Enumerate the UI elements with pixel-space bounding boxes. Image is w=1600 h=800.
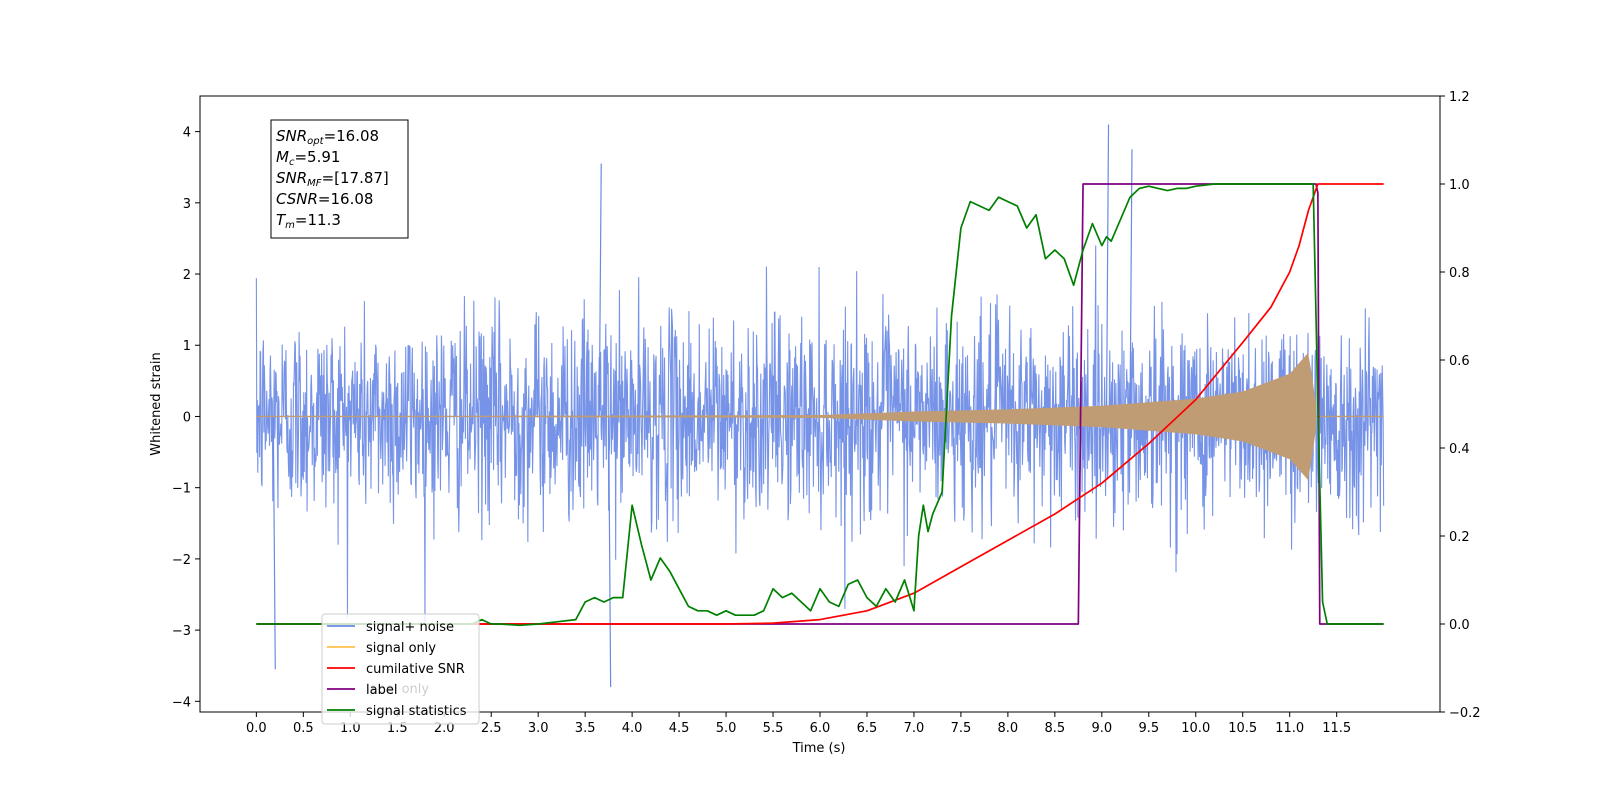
right-y-tick-label: 0.0: [1449, 618, 1470, 633]
annotation-line: Mc=5.91: [276, 148, 340, 168]
annotation-value: =11.3: [295, 211, 341, 229]
annotation-subscript: opt: [307, 136, 324, 147]
legend-entry-label: signal+ noise: [366, 620, 454, 635]
right-y-tick-label: 0.4: [1449, 442, 1470, 457]
left-y-tick-label: −2: [172, 553, 191, 568]
left-y-tick-label: −1: [172, 482, 191, 497]
annotation-value: =[17.87]: [322, 169, 389, 187]
annotation-value: =16.08: [324, 127, 380, 145]
x-tick-label: 6.5: [857, 721, 878, 736]
x-tick-label: 11.5: [1322, 721, 1351, 736]
annotation-symbol: M: [276, 148, 289, 166]
legend-entry-label: signal only: [366, 641, 436, 656]
x-tick-label: 4.5: [669, 721, 690, 736]
noise-peak-2: [1129, 149, 1133, 417]
legend-frame: [321, 613, 480, 725]
annotation-symbol: T: [276, 211, 287, 229]
left-y-axis: −4 −3 −2 −1 0 1 2 3 4: [172, 126, 200, 710]
noise-peak-1: [608, 416, 612, 688]
x-tick-label: 2.0: [434, 721, 455, 736]
x-tick-label: 0.5: [293, 721, 314, 736]
x-tick-label: 3.0: [528, 721, 549, 736]
x-tick-label: 11.0: [1275, 721, 1304, 736]
left-y-tick-label: 3: [183, 197, 191, 212]
right-y-tick-label: 0.6: [1449, 354, 1470, 369]
x-tick-label: 9.5: [1138, 721, 1159, 736]
metrics-annotation-box: SNRopt=16.08Mc=5.91SNRMF=[17.87]CSNR=16.…: [270, 119, 409, 239]
annotation-subscript: m: [285, 220, 295, 231]
x-tick-label: 5.0: [716, 721, 737, 736]
annotation-value: =5.91: [294, 148, 340, 166]
left-y-tick-label: −4: [172, 695, 191, 710]
x-tick-label: 1.0: [340, 721, 361, 736]
plot-area: [255, 124, 1385, 688]
right-y-tick-label: 1.2: [1449, 90, 1470, 105]
left-y-tick-label: 2: [183, 268, 191, 283]
annotation-subscript: c: [289, 157, 295, 168]
x-tick-label: 1.5: [387, 721, 408, 736]
x-tick-label: 6.0: [810, 721, 831, 736]
annotation-line: Tm=11.3: [276, 211, 341, 231]
annotation-symbol: CSNR: [276, 190, 318, 208]
legend-obscured-label: label only: [366, 682, 429, 697]
x-tick-label: 2.5: [481, 721, 502, 736]
annotation-symbol: SNR: [276, 169, 307, 187]
legend: label only signal+ noise signal only cumila…: [321, 613, 480, 725]
noise-peak-3: [598, 163, 602, 417]
x-tick-label: 7.5: [951, 721, 972, 736]
annotation-frame: [270, 119, 409, 239]
annotation-symbol: SNR: [276, 127, 307, 145]
annotation-line: CSNR=16.08: [276, 190, 373, 208]
right-y-tick-label: 0.8: [1449, 266, 1470, 281]
annotation-value: =16.08: [318, 190, 374, 208]
legend-entry-label: label: [366, 683, 397, 698]
x-tick-label: 7.0: [904, 721, 925, 736]
noise-peak-4: [272, 416, 276, 670]
x-tick-label: 10.0: [1181, 721, 1210, 736]
x-axis-label: Time (s): [792, 741, 846, 756]
left-y-tick-label: 0: [183, 410, 191, 425]
x-tick-label: 8.0: [998, 721, 1019, 736]
x-tick-label: 9.0: [1091, 721, 1112, 736]
x-tick-label: 4.0: [622, 721, 643, 736]
legend-entry-label: cumilative SNR: [366, 662, 465, 677]
x-tick-label: 10.5: [1228, 721, 1257, 736]
series-cumulative-snr-line: [256, 183, 1384, 625]
x-tick-label: 3.5: [575, 721, 596, 736]
annotation-line: SNRMF=[17.87]: [276, 169, 389, 189]
right-y-axis: −0.2 0.0 0.2 0.4 0.6 0.8 1.0 1.2: [1440, 90, 1481, 721]
annotation-subscript: MF: [307, 178, 322, 189]
left-y-tick-label: 1: [183, 339, 191, 354]
legend-entry-label: signal statistics: [366, 704, 467, 719]
right-y-tick-label: −0.2: [1449, 706, 1481, 721]
series-label-line: [256, 183, 1384, 625]
x-tick-label: 8.5: [1045, 721, 1066, 736]
y-axis-label: Whitened strain: [149, 352, 164, 455]
left-y-tick-label: −3: [172, 624, 191, 639]
x-tick-label: 5.5: [763, 721, 784, 736]
x-tick-label: 0.0: [246, 721, 267, 736]
series-signal-noise-line: [255, 245, 1385, 626]
right-y-tick-label: 1.0: [1449, 178, 1470, 193]
noise-peak-0: [1105, 124, 1110, 417]
annotation-line: SNRopt=16.08: [276, 127, 379, 147]
right-y-tick-label: 0.2: [1449, 530, 1470, 545]
series-signal-statistics-line: [256, 183, 1384, 627]
left-y-tick-label: 4: [183, 126, 191, 141]
